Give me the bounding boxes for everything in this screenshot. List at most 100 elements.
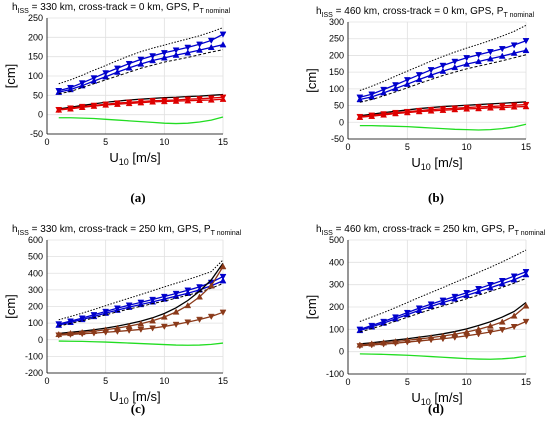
data-point-marker	[137, 56, 145, 63]
x-tick-label: 10	[462, 142, 472, 152]
data-point-marker	[125, 60, 133, 68]
panel-caption: (a)	[130, 190, 145, 205]
data-point-marker	[196, 96, 203, 104]
data-point-marker	[368, 342, 376, 349]
data-point-marker	[392, 85, 399, 92]
y-tick-label: 250	[329, 34, 344, 44]
x-tick-label: 15	[521, 142, 531, 152]
x-tick-label: 15	[521, 377, 531, 387]
data-point-marker	[403, 80, 411, 87]
data-point-marker	[475, 331, 482, 338]
data-point-marker	[149, 317, 157, 324]
x-axis-label: U10 [m/s]	[411, 390, 462, 407]
data-point-marker	[90, 330, 98, 337]
data-point-marker	[486, 329, 494, 336]
data-point-marker	[219, 263, 227, 270]
panel-caption: (c)	[131, 401, 145, 416]
data-point-marker	[172, 97, 180, 104]
data-point-marker	[160, 98, 168, 105]
data-point-marker	[160, 54, 168, 61]
y-tick-label: -100	[326, 369, 344, 379]
y-tick-label: 0	[38, 335, 43, 345]
y-axis-label: [cm]	[304, 68, 319, 93]
data-point-marker	[522, 103, 530, 110]
y-tick-label: 600	[28, 235, 43, 245]
data-point-marker	[207, 43, 215, 51]
data-point-marker	[498, 46, 506, 53]
data-point-marker	[403, 77, 411, 84]
data-point-marker	[415, 338, 423, 345]
data-point-marker	[403, 109, 411, 116]
chart-title: hISS = 330 km, cross-track = 0 km, GPS, …	[12, 2, 231, 15]
y-tick-label: 200	[28, 32, 43, 42]
data-point-marker	[510, 42, 518, 49]
data-point-marker	[522, 38, 530, 45]
y-tick-label: 100	[28, 71, 43, 81]
data-point-marker	[463, 333, 471, 340]
x-tick-label: 15	[218, 376, 228, 386]
series-line	[58, 259, 224, 321]
data-point-marker	[368, 112, 376, 119]
data-point-marker	[67, 331, 74, 338]
data-point-marker	[486, 49, 494, 56]
data-point-marker	[184, 97, 192, 104]
data-point-marker	[380, 89, 388, 96]
series-line	[359, 277, 527, 333]
data-point-marker	[510, 103, 518, 110]
data-point-marker	[207, 282, 215, 289]
data-point-marker	[137, 320, 145, 327]
data-point-marker	[196, 41, 203, 48]
data-point-marker	[439, 62, 447, 69]
data-point-marker	[149, 57, 157, 64]
chart-title: hISS = 460 km, cross-track = 250 km, GPS…	[316, 224, 546, 237]
data-point-marker	[219, 95, 227, 102]
data-point-marker	[439, 336, 447, 343]
data-point-marker	[184, 301, 192, 309]
data-point-marker	[172, 321, 180, 328]
data-point-marker	[113, 68, 121, 75]
x-tick-label: 0	[345, 142, 350, 152]
data-point-marker	[207, 37, 215, 44]
y-tick-label: 100	[329, 84, 344, 94]
x-tick-label: 5	[103, 137, 108, 147]
data-point-marker	[463, 60, 471, 67]
data-point-marker	[219, 277, 227, 284]
data-point-marker	[125, 303, 133, 310]
data-point-marker	[510, 276, 518, 283]
y-tick-label: 150	[28, 52, 43, 62]
y-tick-label: 50	[334, 101, 344, 111]
data-point-marker	[522, 271, 530, 278]
data-point-marker	[451, 106, 459, 113]
series-line	[359, 123, 527, 131]
y-tick-label: 200	[28, 302, 43, 312]
data-point-marker	[172, 51, 180, 58]
panel-caption: (b)	[428, 190, 444, 205]
x-tick-label: 0	[44, 376, 49, 386]
data-point-marker	[172, 308, 180, 315]
data-point-marker	[392, 340, 399, 347]
data-point-marker	[392, 110, 399, 117]
series-line	[359, 54, 527, 103]
data-point-marker	[55, 332, 63, 339]
data-point-marker	[196, 316, 203, 323]
data-point-marker	[451, 63, 459, 71]
x-tick-label: 0	[345, 377, 350, 387]
chart-title: hISS = 330 km, cross-track = 250 km, GPS…	[12, 224, 242, 237]
data-point-marker	[486, 284, 494, 291]
data-point-marker	[415, 75, 423, 83]
y-tick-label: 400	[28, 268, 43, 278]
data-point-marker	[102, 70, 110, 77]
data-point-marker	[510, 324, 518, 331]
data-point-marker	[486, 55, 494, 62]
data-point-marker	[55, 106, 63, 113]
y-tick-label: 0	[339, 117, 344, 127]
data-point-marker	[102, 309, 110, 316]
y-tick-label: 300	[28, 285, 43, 295]
data-point-marker	[510, 49, 518, 56]
y-tick-label: 150	[329, 67, 344, 77]
data-point-marker	[184, 44, 192, 51]
x-tick-label: 5	[405, 377, 410, 387]
data-point-marker	[498, 280, 506, 287]
data-point-marker	[427, 71, 435, 78]
